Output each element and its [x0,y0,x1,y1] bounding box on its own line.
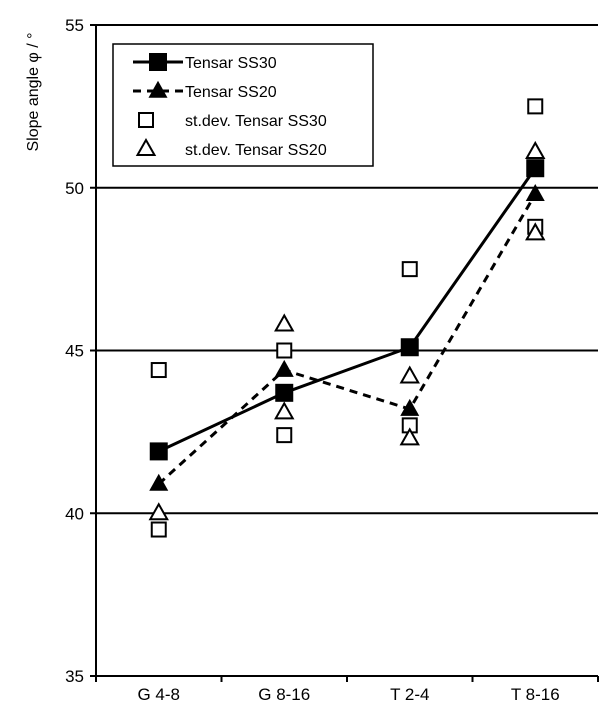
series-line [157,193,537,486]
y-tick-label: 45 [65,342,84,361]
stdev-point [274,401,295,420]
legend-label: Tensar SS30 [185,55,277,72]
legend-marker [138,112,154,128]
legend-entry: st.dev. Tensar SS30 [138,112,327,130]
y-axis-ticks: 35 40 45 50 55 [65,16,96,686]
legend-marker [148,80,168,98]
series-2 [149,184,545,491]
y-tick-label: 40 [65,504,84,523]
y-tick-label: 50 [65,179,84,198]
stdev-point [525,140,546,159]
data-point [149,473,169,491]
x-axis-ticks: G 4-8 G 8-16 T 2-4 T 8-16 [95,676,599,704]
data-point [526,159,545,178]
stdev-point [527,98,544,115]
y-tick-label: 35 [65,667,84,686]
stdev-point [148,502,169,521]
legend-entry: Tensar SS20 [133,80,277,101]
stdev-point [399,427,420,446]
legend-marker [135,137,157,156]
data-point [400,338,419,357]
legend-label: st.dev. Tensar SS30 [185,113,327,130]
legend-entry: Tensar SS30 [133,53,277,72]
stdev-point [276,342,293,359]
legend-label: Tensar SS20 [185,84,277,101]
stdev-point [276,427,293,444]
legend-entry: st.dev. Tensar SS20 [135,137,327,159]
data-point [400,398,420,416]
stdev-point [399,365,420,384]
data-point [525,184,545,202]
legend-marker [149,53,167,71]
y-tick-label: 55 [65,16,84,35]
stdev-point [401,261,418,278]
stdev-point [274,313,295,332]
x-tick-label: G 4-8 [137,685,180,704]
series-layer [148,98,546,538]
data-point [274,359,294,377]
series-4 [148,140,546,521]
stdev-point [525,222,546,241]
y-axis-title: Slope angle φ / ° [25,32,42,151]
grid-lines [96,24,598,515]
x-tick-label: T 2-4 [390,685,429,704]
data-point [149,442,168,461]
x-tick-label: G 8-16 [258,685,310,704]
stdev-point [150,362,167,379]
legend: Tensar SS30 Tensar SS20 st.dev. Tensar SS3… [112,43,374,167]
data-point [275,383,294,402]
legend-label: st.dev. Tensar SS20 [185,142,327,159]
stdev-point [150,521,167,538]
series-line [158,167,537,453]
x-tick-label: T 8-16 [511,685,560,704]
series-1 [149,159,545,461]
